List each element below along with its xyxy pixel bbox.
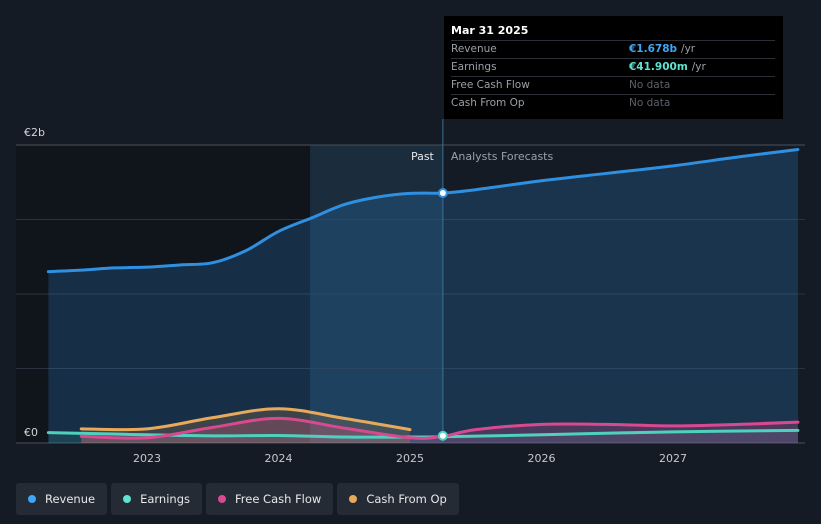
tooltip-date: Mar 31 2025 <box>451 24 529 37</box>
tooltip-row-label: Free Cash Flow <box>451 79 530 91</box>
revenue-area <box>48 149 798 443</box>
legend-dot-icon <box>349 495 358 503</box>
tooltip-row: Cash From Op No data <box>451 94 775 112</box>
legend-label: Revenue <box>45 492 96 506</box>
legend-dot-icon <box>123 495 132 503</box>
tooltip-row-value: €41.900m <box>629 61 688 73</box>
tooltip-row-label: Revenue <box>451 43 497 55</box>
past-label: Past <box>411 150 435 163</box>
tooltip-row: Earnings €41.900m/yr <box>451 58 775 76</box>
tooltip-row-value: No data <box>629 97 671 109</box>
tooltip-row: Free Cash Flow No data <box>451 76 775 94</box>
tooltip-row-label: Cash From Op <box>451 97 525 109</box>
x-tick-label: 2025 <box>396 452 424 465</box>
tooltip-row-unit: /yr <box>681 43 696 55</box>
tooltip-row: Revenue €1.678b/yr <box>451 40 775 58</box>
forecast-label: Analysts Forecasts <box>451 150 554 163</box>
gridlines <box>16 144 805 444</box>
legend-dot-icon <box>28 495 36 503</box>
legend-item-revenue[interactable]: Revenue <box>16 483 108 515</box>
x-tick-label: 2026 <box>528 452 556 465</box>
tooltip-row-label: Earnings <box>451 61 497 73</box>
x-tick-label: 2024 <box>265 452 293 465</box>
legend-item-free-cash-flow[interactable]: Free Cash Flow <box>206 483 334 515</box>
legend-label: Cash From Op <box>366 492 447 506</box>
y-axis-bottom-label: €0 <box>24 426 38 439</box>
tooltip-rows: Revenue €1.678b/yr Earnings €41.900m/yr Free… <box>451 40 775 112</box>
y-axis-top-label: €2b <box>24 126 45 139</box>
revenue-line <box>46 147 800 274</box>
x-axis-ticks: 2023 2024 2025 2026 2027 <box>133 452 687 465</box>
revenue-marker <box>437 187 448 198</box>
earnings-marker <box>437 430 448 441</box>
legend-item-earnings[interactable]: Earnings <box>111 483 202 515</box>
cash-from-op-line <box>79 407 412 432</box>
legend-label: Earnings <box>140 492 190 506</box>
legend-label: Free Cash Flow <box>235 492 322 506</box>
tooltip: Mar 31 2025 Revenue €1.678b/yr Earnings €41… <box>444 16 783 119</box>
tooltip-row-value: €1.678b <box>629 43 678 55</box>
legend-dot-icon <box>218 495 226 503</box>
legend-item-cash-from-op[interactable]: Cash From Op <box>337 483 459 515</box>
legend: Revenue Earnings Free Cash Flow Cash From O… <box>16 483 459 515</box>
tooltip-row-value: No data <box>629 79 671 91</box>
earnings-line <box>46 428 800 439</box>
tooltip-markers <box>437 187 448 441</box>
x-tick-label: 2027 <box>659 452 687 465</box>
tooltip-row-unit: /yr <box>691 61 706 73</box>
x-tick-label: 2023 <box>133 452 161 465</box>
